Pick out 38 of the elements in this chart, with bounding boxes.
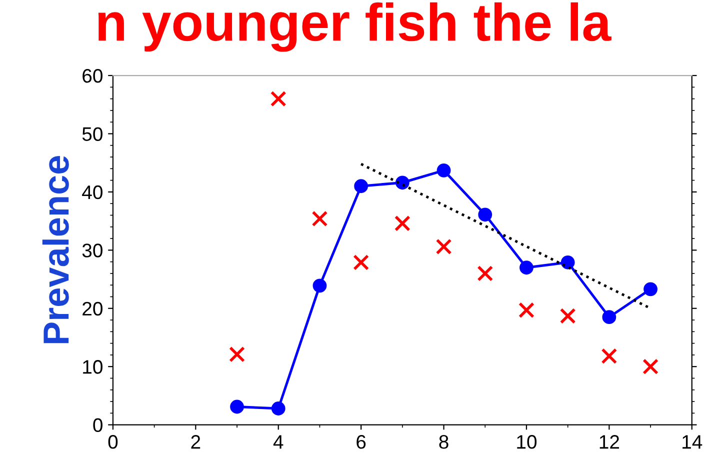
y-tick-label: 20 <box>82 302 102 316</box>
point <box>601 348 618 364</box>
point <box>312 278 327 293</box>
point <box>642 358 659 375</box>
y-tick-label: 30 <box>82 244 102 258</box>
x-tick-label: 8 <box>439 435 448 449</box>
point <box>229 346 245 362</box>
point <box>354 179 368 194</box>
y-tick-label: 60 <box>82 68 102 83</box>
point <box>353 254 370 270</box>
point <box>230 400 244 414</box>
y-tick-label: 10 <box>83 360 102 374</box>
x-tick-label: 0 <box>108 435 118 449</box>
point <box>560 255 575 270</box>
x-tick-label: 4 <box>273 435 284 449</box>
point <box>271 402 286 416</box>
x-tick-label: 6 <box>356 435 366 449</box>
y-tick-label: 50 <box>82 127 102 141</box>
point <box>520 260 534 275</box>
x-tick-label: 12 <box>600 435 620 449</box>
point <box>477 265 494 282</box>
point <box>394 215 410 232</box>
point <box>436 238 452 255</box>
point <box>602 310 616 324</box>
point <box>644 282 658 296</box>
point <box>518 302 534 318</box>
y-tick-label: 40 <box>82 185 102 200</box>
point <box>270 90 286 107</box>
y-axis-title: Prevalence <box>42 156 69 344</box>
point <box>478 208 492 222</box>
point <box>312 210 328 227</box>
point <box>560 308 576 324</box>
y-tick-label: 0 <box>93 418 102 432</box>
x-tick-label: 14 <box>682 435 702 449</box>
chart-title: n younger fish the la <box>98 2 612 52</box>
x-tick-label: 2 <box>191 435 200 449</box>
point <box>436 163 451 178</box>
x-tick-label: 10 <box>517 435 537 449</box>
